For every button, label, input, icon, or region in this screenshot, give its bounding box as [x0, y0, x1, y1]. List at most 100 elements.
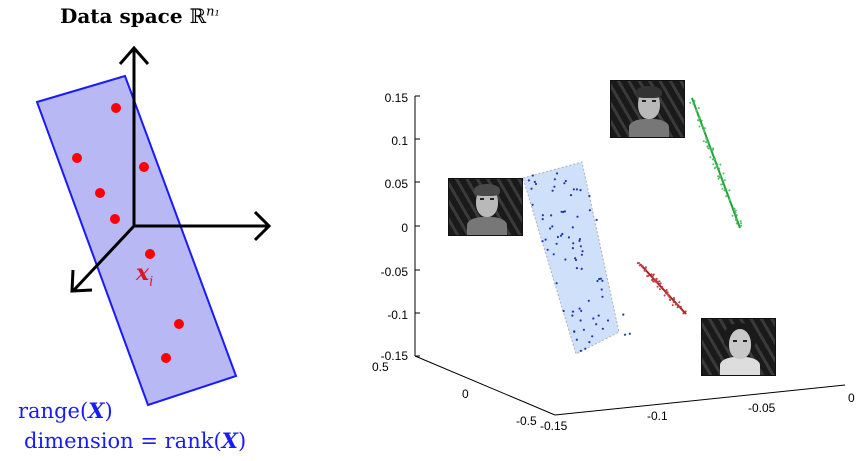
- title-space-symbol: ℝ: [189, 4, 207, 28]
- scatter-point: [712, 147, 715, 150]
- scatter-point: [644, 269, 647, 272]
- scatter-point: [722, 172, 725, 175]
- cluster-red-line: [639, 263, 687, 315]
- scatter-point: [658, 282, 661, 285]
- z-ticks: [415, 95, 420, 357]
- scatter-point: [703, 127, 706, 130]
- x-tick-label: -0.1: [647, 409, 668, 423]
- scatter-point: [622, 313, 625, 316]
- scatter-point: [578, 307, 581, 310]
- scatter-point: [638, 262, 640, 264]
- scatter-point: [698, 116, 701, 119]
- scatter-point: [556, 235, 559, 239]
- z-tick-label: 0.1: [391, 134, 408, 148]
- scatter-point: [569, 194, 573, 197]
- scatter-point: [714, 157, 717, 160]
- scatter-point: [575, 188, 578, 191]
- scatter-point: [644, 266, 647, 269]
- scatter-point: [546, 248, 549, 251]
- scatter-3d-plot: 0.15 0.1 0.05 0 -0.05 -0.1 -0.15 0.5 0 -…: [340, 60, 864, 460]
- scatter-point: [718, 167, 721, 170]
- scatter-point: [695, 110, 698, 113]
- x-tick-label: -0.05: [748, 401, 776, 415]
- scatter-point: [720, 183, 723, 186]
- scatter-point: [580, 267, 583, 270]
- z-tick-label: 0.05: [385, 177, 409, 191]
- scatter-point: [553, 178, 556, 181]
- scatter-point: [573, 330, 576, 333]
- scatter-point: [655, 281, 658, 284]
- scatter-point: [682, 312, 685, 315]
- scatter-point: [707, 147, 710, 150]
- scatter-point: [530, 187, 533, 190]
- scatter-point: [716, 166, 719, 169]
- scatter-point: [567, 236, 570, 239]
- scatter-point: [551, 189, 554, 192]
- scatter-point: [531, 174, 534, 177]
- scatter-point: [734, 209, 737, 212]
- scatter-point: [702, 128, 705, 131]
- y-axis-line: [414, 355, 556, 416]
- scatter-point: [549, 227, 552, 230]
- scatter-point: [665, 292, 668, 295]
- scatter-point: [678, 305, 681, 308]
- scatter-point: [606, 319, 610, 322]
- scatter-point: [601, 279, 604, 282]
- scatter-point: [656, 285, 659, 288]
- z-tick-label: -0.15: [381, 349, 409, 363]
- scatter-point: [713, 167, 716, 170]
- scatter-point: [527, 179, 530, 182]
- scatter-point: [663, 294, 666, 297]
- scatter-point: [595, 218, 598, 221]
- scatter-point: [709, 156, 712, 159]
- scatter-point: [650, 273, 653, 276]
- scatter-point: [658, 288, 661, 291]
- y-axis: [72, 224, 136, 292]
- scatter-point: [675, 302, 678, 305]
- cluster-green-line: [691, 97, 741, 229]
- scatter-point: [579, 245, 582, 248]
- scatter-point: [588, 194, 591, 198]
- scatter-point: [740, 222, 743, 225]
- data-point: [161, 353, 171, 363]
- scatter-point: [652, 280, 655, 283]
- scatter-point: [654, 279, 657, 282]
- y-tick-label: 0: [462, 387, 469, 401]
- scatter-point: [533, 180, 536, 183]
- scatter-point: [711, 158, 714, 161]
- scatter-point: [563, 182, 566, 185]
- scatter-point: [701, 125, 704, 128]
- dimension-label: dimension = rank(X): [24, 428, 247, 453]
- scatter-point: [598, 277, 601, 281]
- scatter-point: [581, 250, 584, 253]
- scatter-point: [559, 234, 563, 237]
- scatter-point: [705, 137, 708, 140]
- z-tick-label: 0.15: [385, 91, 409, 105]
- scatter-point: [658, 280, 661, 283]
- scatter-point: [601, 327, 604, 330]
- data-points: [72, 103, 184, 363]
- scatter-point: [735, 219, 737, 221]
- scatter-point: [712, 163, 715, 166]
- scatter-point: [693, 99, 696, 102]
- scatter-point: [575, 338, 578, 341]
- y-tick-label: 0.5: [372, 360, 389, 374]
- scatter-point: [595, 323, 598, 326]
- scatter-point: [740, 224, 743, 227]
- scatter-point: [717, 177, 720, 180]
- scatter-point: [710, 148, 713, 151]
- scatter-point: [580, 253, 583, 256]
- scatter-point: [575, 267, 578, 270]
- scatter-point: [689, 101, 692, 104]
- scatter-point: [564, 258, 567, 261]
- scatter-point: [739, 220, 742, 223]
- scatter-point: [735, 222, 738, 225]
- cluster-red-points: [636, 262, 687, 315]
- scatter-point: [661, 286, 664, 288]
- scatter-point: [571, 247, 574, 250]
- scatter-point: [579, 319, 582, 322]
- x-axis-line: [554, 384, 846, 416]
- scatter-point: [623, 333, 627, 336]
- data-point: [174, 319, 184, 329]
- scatter-point: [731, 214, 734, 217]
